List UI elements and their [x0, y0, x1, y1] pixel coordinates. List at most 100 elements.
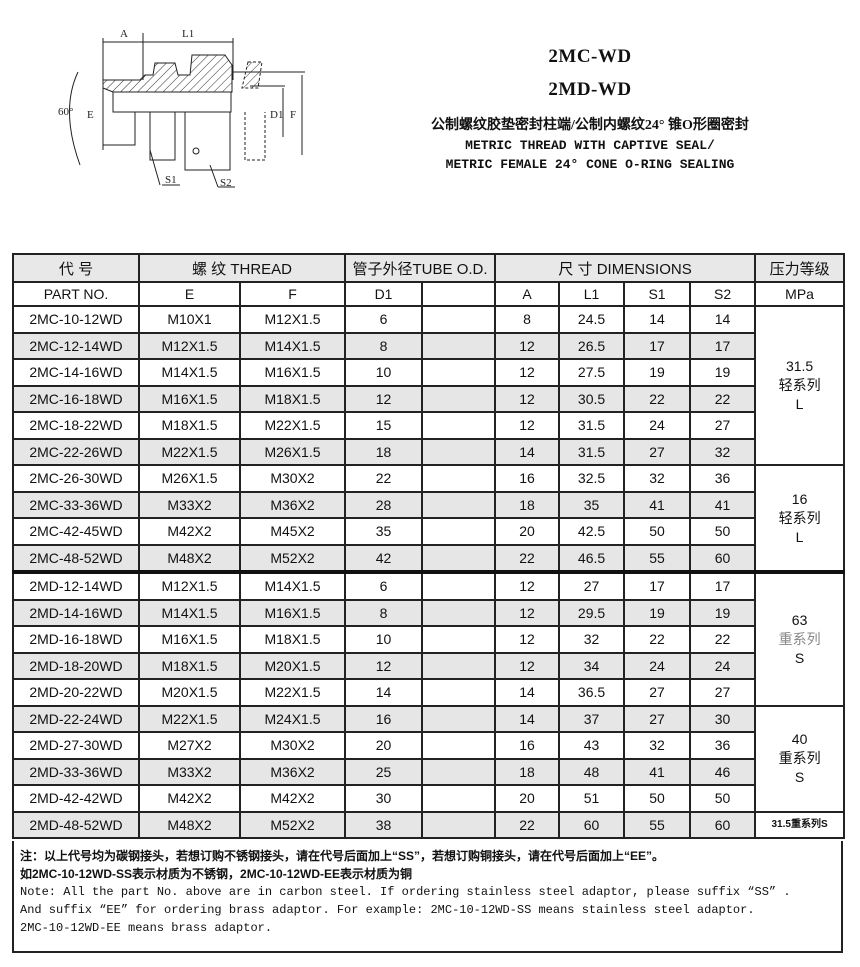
cell-part-no: 2MD-33-36WD — [12, 757, 140, 786]
header-code: 代 号 — [12, 253, 140, 283]
cell-s1: 24 — [623, 651, 692, 680]
cell-part-no: 2MC-26-30WD — [12, 464, 140, 493]
cell-e: M10X1 — [138, 305, 241, 334]
cell-e: M14X1.5 — [138, 598, 241, 627]
title-english-2: METRIC FEMALE 24° CONE O-RING SEALING — [445, 157, 735, 172]
cell-d1: 10 — [344, 625, 424, 654]
cell-f: M12X1.5 — [238, 305, 347, 334]
cell-l1: 51 — [558, 784, 626, 813]
cell-part-no: 2MD-42-42WD — [12, 784, 140, 813]
cell-blank — [421, 625, 497, 654]
note-en-1: Note: All the part No. above are in carb… — [20, 885, 791, 899]
cell-l1: 32 — [558, 625, 626, 654]
header-f: F — [238, 281, 347, 307]
cell-e: M18X1.5 — [138, 651, 241, 680]
note-en-2: And suffix “EE” for ordering brass adapt… — [20, 903, 755, 917]
cell-d1: 35 — [344, 517, 424, 546]
cell-s2: 50 — [689, 784, 757, 813]
cell-e: M48X2 — [138, 543, 241, 573]
cell-part-no: 2MC-33-36WD — [12, 490, 140, 519]
cell-a: 12 — [494, 651, 561, 680]
dimensions-table: 代 号 螺 纹 THREAD 管子外径TUBE O.D. 尺 寸 DIMENSI… — [12, 253, 846, 839]
cell-f: M16X1.5 — [238, 598, 347, 627]
cell-a: 18 — [494, 490, 561, 519]
cell-d1: 25 — [344, 757, 424, 786]
header-tube-od: 管子外径TUBE O.D. — [344, 253, 497, 283]
label-l1: L1 — [182, 28, 194, 40]
cell-a: 12 — [494, 384, 561, 413]
cell-s1: 19 — [623, 598, 692, 627]
cell-part-no: 2MC-14-16WD — [12, 358, 140, 387]
cell-s1: 22 — [623, 625, 692, 654]
note-cn-1: 注：以上代号均为碳钢接头，若想订购不锈钢接头，请在代号后面加上“SS”，若想订购… — [20, 849, 665, 863]
cell-f: M22X1.5 — [238, 411, 347, 440]
cell-a: 16 — [494, 731, 561, 760]
cell-l1: 60 — [558, 810, 626, 839]
cell-a: 22 — [494, 810, 561, 839]
cell-s1: 27 — [623, 678, 692, 707]
table-row: 2MC-14-16WD M14X1.5 M16X1.5 10 12 27.5 19 19 — [12, 358, 844, 387]
cell-s1: 55 — [623, 543, 692, 573]
cell-d1: 8 — [344, 598, 424, 627]
product-title-block: 2MC-WD 2MD-WD 公制螺纹胶垫密封柱端/公制内螺纹24° 锥O形圈密封… — [380, 40, 800, 174]
cell-e: M14X1.5 — [138, 358, 241, 387]
cell-s1: 27 — [623, 704, 692, 733]
cell-d1: 18 — [344, 437, 424, 466]
pressure-series: 重系列 — [778, 750, 821, 766]
cell-s2: 17 — [689, 331, 757, 360]
pressure-group: 16 轻系列 L — [754, 464, 846, 573]
cell-f: M36X2 — [238, 757, 347, 786]
cell-l1: 46.5 — [558, 543, 626, 573]
pressure-code: S — [794, 769, 805, 785]
cell-l1: 42.5 — [558, 517, 626, 546]
cell-blank — [421, 810, 497, 839]
cell-s2: 22 — [689, 625, 757, 654]
cell-part-no: 2MD-12-14WD — [12, 570, 140, 601]
cell-blank — [421, 437, 497, 466]
cell-blank — [421, 784, 497, 813]
cell-f: M30X2 — [238, 464, 347, 493]
cell-s1: 50 — [623, 784, 692, 813]
header-mpa: MPa — [754, 281, 846, 307]
cell-part-no: 2MC-22-26WD — [12, 437, 140, 466]
table-row: 2MC-33-36WD M33X2 M36X2 28 18 35 41 41 — [12, 490, 844, 519]
cell-e: M48X2 — [138, 810, 241, 839]
cell-e: M22X1.5 — [138, 704, 241, 733]
cell-part-no: 2MC-10-12WD — [12, 305, 140, 334]
cell-blank — [421, 651, 497, 680]
cell-f: M52X2 — [238, 543, 347, 573]
table-row: 2MD-33-36WD M33X2 M36X2 25 18 48 41 46 — [12, 757, 844, 786]
title-english-1: METRIC THREAD WITH CAPTIVE SEAL/ — [465, 138, 715, 153]
cell-f: M36X2 — [238, 490, 347, 519]
cell-a: 22 — [494, 543, 561, 573]
cell-d1: 30 — [344, 784, 424, 813]
cell-d1: 20 — [344, 731, 424, 760]
pressure-group: 40 重系列 S — [754, 704, 846, 813]
cell-s2: 41 — [689, 490, 757, 519]
cell-part-no: 2MD-16-18WD — [12, 625, 140, 654]
cell-d1: 14 — [344, 678, 424, 707]
cell-f: M18X1.5 — [238, 625, 347, 654]
cell-a: 16 — [494, 464, 561, 493]
model-2md: 2MD-WD — [548, 79, 632, 100]
label-d1: D1 — [270, 109, 283, 121]
cell-f: M14X1.5 — [238, 570, 347, 601]
cell-l1: 31.5 — [558, 437, 626, 466]
cell-f: M52X2 — [238, 810, 347, 839]
label-angle: 60° — [58, 106, 73, 118]
pressure-value: 40 — [791, 731, 808, 747]
table-row: 2MD-42-42WD M42X2 M42X2 30 20 51 50 50 — [12, 784, 844, 813]
cell-l1: 43 — [558, 731, 626, 760]
title-chinese: 公制螺纹胶垫密封柱端/公制内螺纹24° 锥O形圈密封 — [431, 118, 749, 133]
cell-s2: 19 — [689, 598, 757, 627]
cell-s1: 17 — [623, 331, 692, 360]
cell-f: M26X1.5 — [238, 437, 347, 466]
cell-s1: 32 — [623, 731, 692, 760]
label-f: F — [290, 109, 296, 121]
cell-d1: 38 — [344, 810, 424, 839]
cell-l1: 36.5 — [558, 678, 626, 707]
cell-s1: 55 — [623, 810, 692, 839]
cell-e: M12X1.5 — [138, 570, 241, 601]
table-row: 2MD-22-24WD M22X1.5 M24X1.5 16 14 37 27 30 40 重系列… — [12, 704, 846, 813]
pressure-group: 63 重系列 S — [754, 570, 846, 707]
